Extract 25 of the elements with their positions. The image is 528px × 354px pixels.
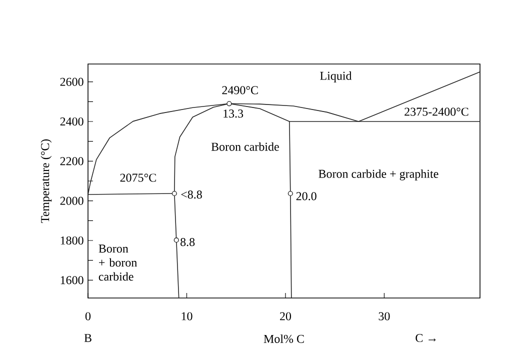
annotation: 2375-2400°C (404, 108, 468, 116)
annotation: 2490°C (222, 86, 258, 94)
annotation: Liquid (320, 71, 352, 82)
x-tick-label: 20 (280, 312, 292, 320)
x-tick-label: 10 (182, 312, 192, 320)
text: C → (416, 334, 436, 342)
text: B (84, 334, 92, 342)
y-tick-label: 1600 (60, 276, 84, 284)
y-tick-label: 2000 (60, 196, 84, 205)
annotation: <8.8 (181, 190, 202, 199)
x-axis-title: Mol% C (264, 334, 304, 343)
y-axis-title: Temperature (°C) (40, 139, 52, 223)
x-tick-label: 30 (378, 312, 390, 320)
annotation: 8.8 (180, 238, 195, 246)
y-tick-label: 2400 (60, 117, 84, 126)
annotation: 13.3 (224, 110, 244, 118)
y-tick-label: 1800 (60, 236, 84, 245)
y-tick-label: 2200 (60, 157, 84, 166)
annotation: Boron carbide + graphite (318, 169, 438, 180)
y-tick-label: 2600 (60, 78, 84, 86)
annotation: 2075°C (120, 174, 156, 182)
x-tick-label: 0 (85, 312, 91, 320)
annotation: Boron + boron carbide (98, 244, 137, 281)
annotation: 20.0 (296, 192, 316, 200)
annotation: Boron carbide (211, 142, 279, 151)
